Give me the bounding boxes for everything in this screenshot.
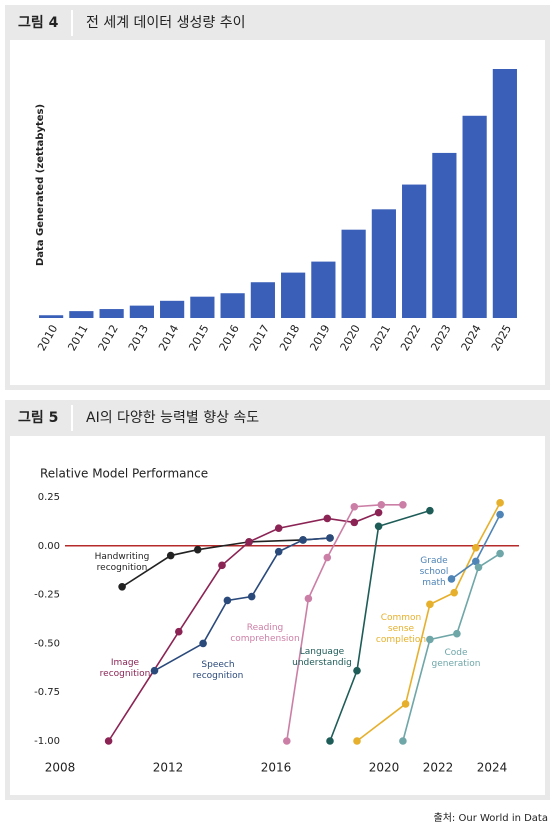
panel-body (10, 436, 545, 795)
bar (190, 296, 215, 318)
point (274, 524, 283, 533)
point (175, 627, 183, 636)
x-tick-label: 2016 (261, 761, 292, 775)
point (104, 737, 113, 745)
point (374, 508, 383, 517)
point (426, 600, 434, 609)
series-label: Grade school math (420, 556, 449, 588)
figure-label: 그림 4 (18, 15, 59, 31)
series-label: Speech recognition (193, 660, 244, 681)
point (350, 518, 359, 527)
point (450, 588, 459, 597)
series-label: Reading comprehension (230, 623, 299, 644)
point (474, 563, 483, 572)
bar (341, 229, 366, 318)
bar (311, 261, 336, 318)
x-tick-label: 2008 (45, 761, 76, 775)
point (426, 506, 434, 515)
figure-label: 그림 5 (18, 410, 58, 426)
bar (402, 184, 427, 318)
point (472, 543, 480, 552)
point (283, 737, 291, 745)
bar (432, 152, 457, 318)
point (299, 536, 307, 544)
point (374, 522, 383, 531)
bar (220, 293, 245, 318)
series-label: Handwriting recognition (95, 552, 150, 573)
point (223, 596, 232, 605)
point (323, 514, 332, 523)
point (326, 737, 334, 745)
x-tick-label: 2022 (423, 761, 454, 775)
series-label: Image recognition (100, 658, 151, 679)
bar (281, 272, 306, 318)
series-line (107, 511, 379, 742)
point (150, 666, 159, 675)
y-tick-label: -0.25 (34, 590, 60, 601)
point (426, 635, 434, 644)
point (496, 510, 504, 519)
figure-title: 전 세계 데이터 생성량 추이 (86, 15, 245, 31)
point (496, 499, 504, 507)
chart-title: Relative Model Performance (40, 467, 208, 481)
point (199, 639, 207, 648)
y-tick-label: -0.50 (34, 638, 60, 649)
point (350, 502, 359, 511)
bar (160, 300, 185, 318)
point (353, 666, 361, 675)
point (304, 594, 313, 603)
y-tick-label: -1.00 (34, 736, 60, 747)
x-tick-label: 2024 (477, 761, 508, 775)
series-label: Code generation (432, 648, 481, 669)
point (377, 501, 386, 509)
series-label: Language understandig (292, 647, 352, 668)
bar (129, 305, 154, 318)
point (245, 538, 253, 546)
point (399, 501, 407, 509)
series-line (329, 509, 431, 742)
y-tick-label: -0.75 (34, 687, 60, 698)
point (323, 553, 332, 562)
bar (99, 309, 124, 318)
bar (39, 315, 64, 318)
y-tick-label: 0.25 (38, 492, 60, 503)
y-axis-label: Data Generated (zettabytes) (35, 104, 46, 266)
point (218, 561, 226, 570)
figure-title: AI의 다양한 능력별 향상 속도 (86, 410, 259, 426)
bar (371, 209, 396, 318)
source: 출처: Our World in Data (434, 812, 548, 824)
bar (250, 282, 275, 318)
point (401, 700, 410, 708)
point (193, 545, 202, 554)
point (447, 575, 456, 583)
point (247, 592, 256, 601)
point (166, 551, 175, 560)
point (399, 737, 407, 745)
point (118, 582, 126, 591)
point (326, 534, 334, 542)
series-line (356, 502, 501, 742)
y-tick-label: 0.00 (38, 541, 60, 552)
point (274, 547, 283, 556)
point (472, 557, 480, 566)
point (496, 549, 504, 558)
point (353, 737, 361, 745)
series-label: Common sense completion (376, 613, 426, 645)
point (453, 629, 461, 638)
bar (462, 115, 487, 318)
bar (69, 311, 94, 318)
x-tick-label: 2020 (369, 761, 400, 775)
x-tick-label: 2012 (153, 761, 184, 775)
bar (492, 69, 517, 318)
